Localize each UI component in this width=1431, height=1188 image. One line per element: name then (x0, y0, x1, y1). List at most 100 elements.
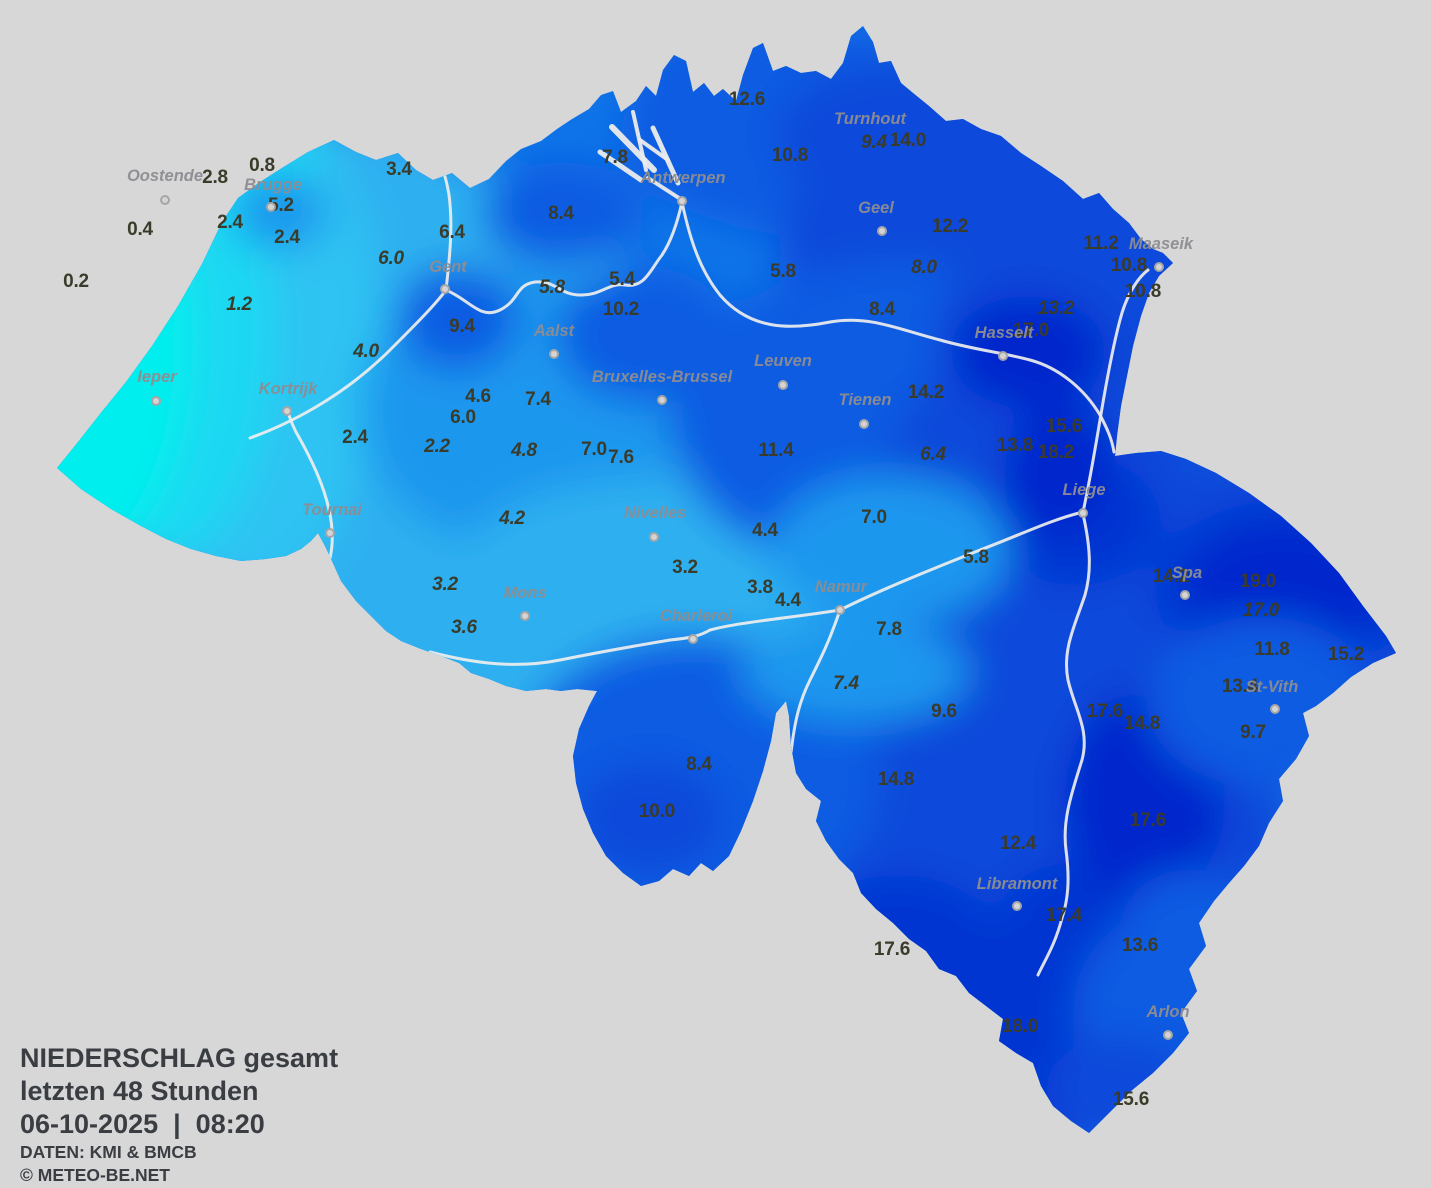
station-value: 3.4 (386, 159, 412, 180)
station-value: 10.8 (1124, 281, 1162, 302)
city-label: Geel (858, 199, 894, 217)
station-value: 7.8 (602, 147, 628, 168)
station-value: 10.8 (1110, 255, 1148, 276)
city-marker (520, 611, 530, 621)
station-value: 2.4 (342, 427, 368, 448)
city-marker (1180, 590, 1190, 600)
station-value: 2.4 (217, 212, 243, 233)
station-value: 9.4 (861, 132, 887, 153)
city-label: Nivelles (623, 504, 687, 522)
city-marker (835, 605, 845, 615)
station-value: 3.8 (747, 577, 773, 598)
station-value: 7.4 (525, 389, 551, 410)
station-value: 7.8 (876, 619, 902, 640)
map-datetime: 06-10-2025 | 08:20 (20, 1109, 265, 1139)
station-value: 8.0 (911, 257, 937, 278)
city-label: Arlon (1146, 1003, 1190, 1021)
city-marker (1078, 508, 1088, 518)
station-value: 13.4 (1221, 676, 1259, 697)
station-value: 14.2 (907, 382, 945, 403)
city-marker (325, 528, 335, 538)
city-label: Antwerpen (640, 169, 726, 187)
station-value: 7.0 (861, 507, 887, 528)
station-value: 6.4 (920, 444, 946, 465)
city-label: Maaseik (1128, 235, 1194, 253)
city-marker (649, 532, 659, 542)
city-marker (1154, 262, 1164, 272)
antwerp-port-waterways (597, 110, 684, 202)
map-title: NIEDERSCHLAG gesamt (20, 1043, 339, 1073)
city-label: Namur (814, 578, 868, 596)
station-value: 0.4 (127, 219, 153, 240)
station-value: 5.8 (963, 547, 989, 568)
station-value: 14.2 (1152, 566, 1190, 587)
station-value: 10.8 (771, 145, 809, 166)
station-value: 17.0 (1012, 320, 1050, 341)
station-value: 4.2 (499, 508, 525, 529)
station-value: 17.0 (1242, 600, 1280, 621)
city-label: Bruxelles-Brussel (591, 368, 733, 386)
city-marker (778, 380, 788, 390)
city-label: Spa (1171, 564, 1203, 582)
city-label: Gent (429, 258, 467, 276)
station-value: 17.6 (1086, 701, 1124, 722)
rivers-and-canals (248, 164, 1150, 977)
station-value: 17.4 (1045, 905, 1083, 926)
station-value: 5.8 (770, 261, 796, 282)
station-value: 4.0 (353, 341, 379, 362)
station-value: 13.2 (1037, 298, 1075, 319)
city-label: Libramont (976, 875, 1058, 893)
station-value: 13.6 (1121, 935, 1159, 956)
city-label: Oostende (126, 167, 204, 185)
station-value: 9.7 (1240, 722, 1266, 743)
city-marker (657, 395, 667, 405)
map-subtitle: letzten 48 Stunden (20, 1076, 259, 1106)
city-label: Tournai (302, 501, 362, 519)
city-marker (266, 202, 276, 212)
station-value: 4.8 (511, 440, 537, 461)
station-value: 3.2 (432, 574, 458, 595)
station-value: 15.6 (1112, 1089, 1150, 1110)
station-value: 17.6 (1129, 810, 1167, 831)
station-value: 11.8 (1254, 639, 1290, 660)
station-value: 10.2 (602, 299, 640, 320)
city-label: Hasselt (974, 324, 1034, 342)
station-value: 12.4 (999, 833, 1037, 854)
station-value: 4.4 (775, 590, 801, 611)
station-value: 0.8 (249, 155, 275, 176)
station-value: 1.2 (226, 294, 252, 315)
city-marker (877, 226, 887, 236)
city-marker (549, 349, 559, 359)
station-value: 13.8 (996, 435, 1034, 456)
station-value: 5.8 (539, 277, 565, 298)
station-value: 4.6 (465, 386, 491, 407)
city-label: Turnhout (833, 110, 907, 128)
station-value: 11.2 (1083, 233, 1119, 254)
station-value: 15.6 (1045, 416, 1083, 437)
city-marker (440, 284, 450, 294)
station-value: 9.4 (449, 316, 475, 337)
station-value: 18.2 (1037, 442, 1075, 463)
station-value: 5.2 (268, 195, 294, 216)
station-value: 12.2 (931, 216, 969, 237)
station-value: 8.4 (686, 754, 712, 775)
city-marker (677, 196, 687, 206)
station-value: 2.8 (202, 167, 228, 188)
station-value: 14.8 (877, 769, 915, 790)
city-label: Brugge (244, 176, 302, 194)
station-value: 8.4 (548, 203, 574, 224)
city-label: Ieper (137, 368, 177, 386)
data-source: DATEN: KMI & BMCB (20, 1142, 197, 1162)
station-value: 9.6 (931, 701, 957, 722)
city-marker (998, 351, 1008, 361)
station-value: 19.0 (1239, 571, 1277, 592)
city-label: Kortrijk (258, 380, 318, 398)
city-label: Charleroi (659, 607, 733, 625)
city-marker (1163, 1030, 1173, 1040)
city-marker (1012, 901, 1022, 911)
city-marker (282, 406, 292, 416)
city-marker (1270, 704, 1280, 714)
